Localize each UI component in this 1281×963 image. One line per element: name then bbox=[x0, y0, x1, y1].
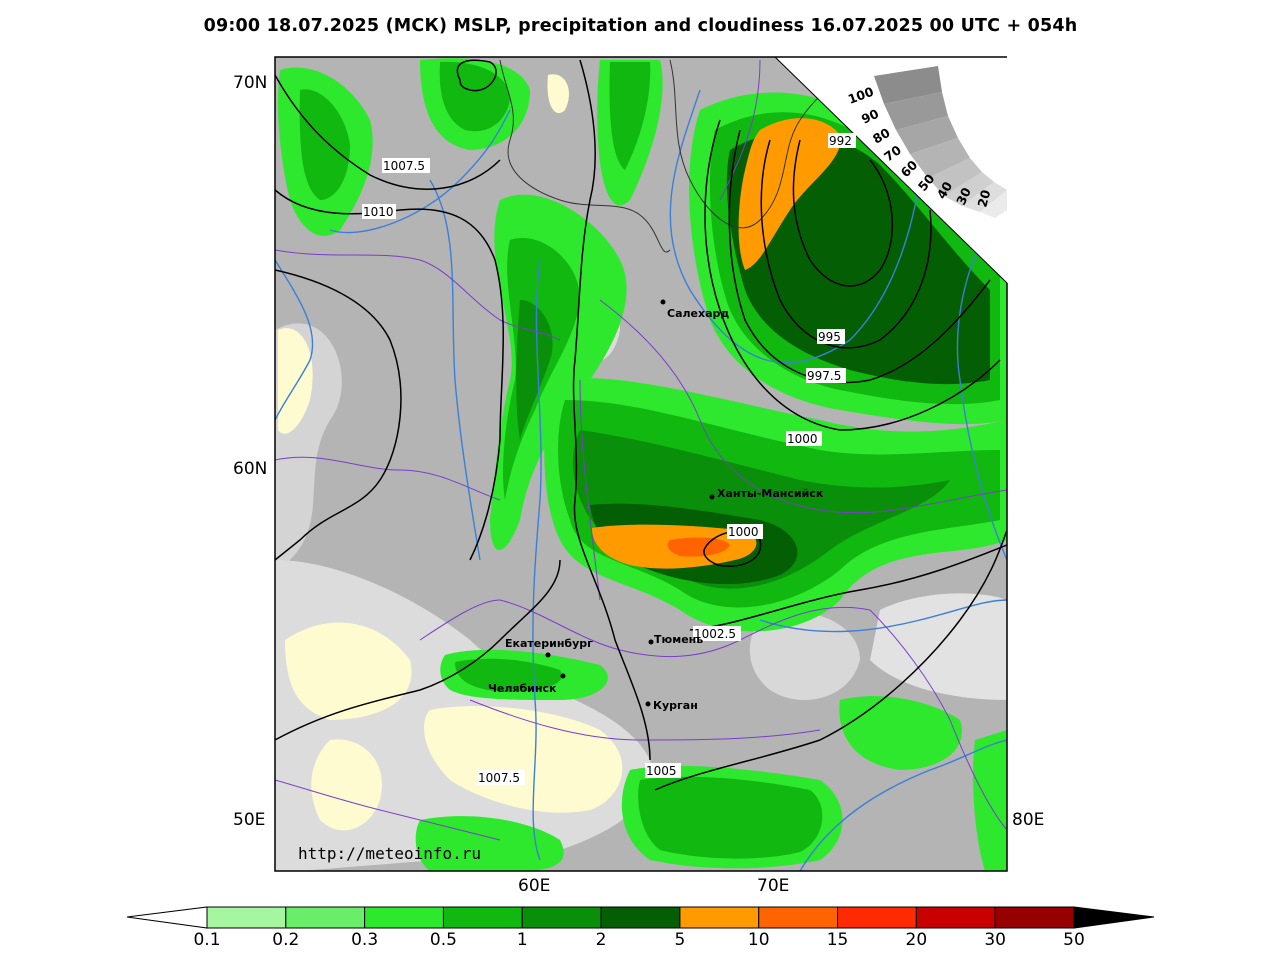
city-label-tyumen: Тюмень bbox=[654, 633, 703, 646]
isobar-label: 1010 bbox=[363, 205, 394, 219]
cloudiness-scale: 100 90 80 70 60 50 40 30 20 bbox=[846, 66, 1007, 218]
colorbar-tick-label: 20 bbox=[905, 930, 928, 950]
colorbar-tick-label: 0.5 bbox=[429, 930, 457, 950]
colorbar-segment bbox=[915, 906, 996, 929]
city-label-kurgan: Курган bbox=[653, 699, 698, 712]
isobar-label: 997.5 bbox=[807, 369, 841, 383]
colorbar-tick-label: 10 bbox=[747, 930, 770, 950]
colorbar-segment bbox=[600, 906, 681, 929]
isobar-label: 1002.5 bbox=[694, 627, 736, 641]
lat-label-60n: 60N bbox=[233, 459, 268, 479]
colorbar-segment bbox=[206, 906, 287, 929]
isobar-label: 1000 bbox=[787, 432, 818, 446]
city-marker bbox=[545, 652, 551, 658]
colorbar-segment bbox=[364, 906, 444, 929]
colorbar-tick-label: 2 bbox=[595, 930, 607, 950]
colorbar-segment bbox=[994, 906, 1075, 929]
isobar-label: 1007.5 bbox=[478, 771, 520, 785]
lon-label-80e: 80E bbox=[1012, 810, 1045, 830]
colorbar-high-arrow bbox=[1073, 906, 1155, 929]
colorbar-segment bbox=[521, 906, 602, 929]
isobar-label: 1007.5 bbox=[383, 159, 425, 173]
colorbar-tick-label: 30 bbox=[984, 930, 1006, 950]
colorbar-tick-label: 5 bbox=[674, 930, 686, 950]
isobar-labels: 1007.5 1010 992 995 997.5 1000 1000 1002… bbox=[362, 133, 856, 785]
colorbar-tick-label: 0.1 bbox=[193, 930, 221, 950]
city-marker bbox=[648, 639, 654, 645]
colorbar-tick-label: 15 bbox=[826, 930, 849, 950]
colorbar-segment bbox=[837, 906, 917, 929]
city-label-salekhard: Салехард bbox=[667, 307, 729, 320]
isobar-label: 992 bbox=[829, 134, 852, 148]
map-frame bbox=[274, 56, 1008, 872]
colorbar-low-arrow bbox=[126, 906, 208, 929]
cloud-label-90: 90 bbox=[859, 106, 881, 127]
colorbar-segment bbox=[679, 906, 760, 929]
lat-label-70n: 70N bbox=[233, 73, 268, 93]
city-marker bbox=[660, 299, 666, 305]
colorbar-segment bbox=[758, 906, 839, 929]
city-marker bbox=[645, 701, 651, 707]
city-marker bbox=[560, 673, 566, 679]
lon-label-70e: 70E bbox=[757, 876, 790, 896]
map-field bbox=[275, 57, 1007, 871]
city-label-khanty-mansiysk: Ханты-Мансийск bbox=[717, 487, 824, 500]
city-label-yekaterinburg: Екатеринбург bbox=[505, 637, 593, 650]
cloud-label-30: 30 bbox=[953, 185, 974, 207]
cloud-label-20: 20 bbox=[974, 188, 993, 209]
isobar-label: 1000 bbox=[728, 525, 759, 539]
city-marker bbox=[709, 494, 715, 500]
cities: Салехард Ханты-Мансийск Екатеринбург Тюм… bbox=[488, 299, 824, 712]
city-label-chelyabinsk: Челябинск bbox=[488, 682, 557, 695]
lon-label-50e: 50E bbox=[233, 810, 266, 830]
colorbar-tick-label: 0.3 bbox=[351, 930, 379, 950]
precipitation-colorbar bbox=[126, 906, 1155, 929]
colorbar-tick-label: 0.2 bbox=[272, 930, 300, 950]
colorbar-segment bbox=[442, 906, 523, 929]
colorbar-tick-label: 1 bbox=[516, 930, 528, 950]
isobar-label: 1005 bbox=[646, 764, 677, 778]
isobar-label: 995 bbox=[818, 330, 841, 344]
watermark-url: http://meteoinfo.ru bbox=[298, 844, 482, 863]
colorbar-segment bbox=[285, 906, 366, 929]
chart-title: 09:00 18.07.2025 (МСК) MSLP, precipitati… bbox=[203, 16, 1078, 36]
colorbar-tick-label: 50 bbox=[1063, 930, 1085, 950]
lon-label-60e: 60E bbox=[518, 876, 551, 896]
